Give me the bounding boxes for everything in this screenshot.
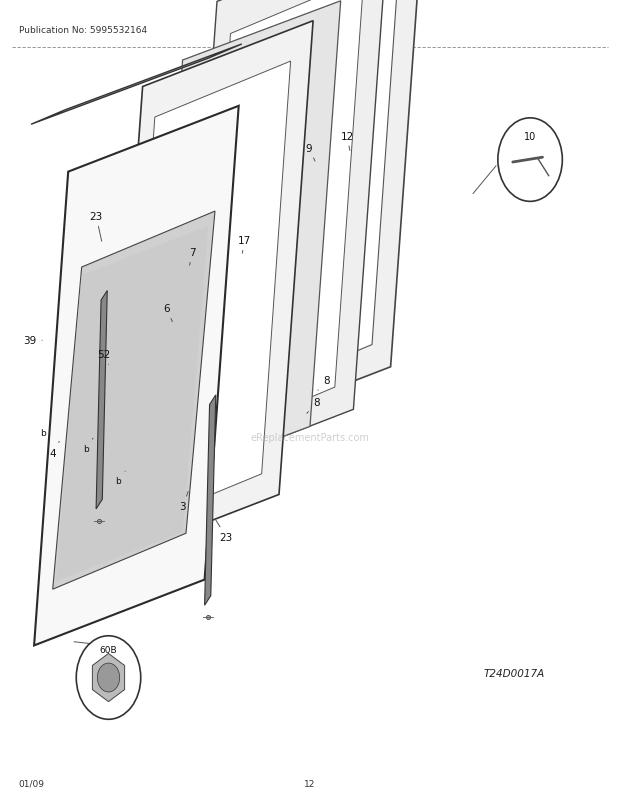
Polygon shape (108, 22, 313, 561)
Circle shape (97, 663, 120, 692)
Text: 12: 12 (340, 132, 354, 152)
Circle shape (76, 636, 141, 719)
Polygon shape (183, 0, 388, 476)
Text: 8: 8 (318, 376, 329, 391)
Polygon shape (56, 226, 208, 581)
Text: 39: 39 (23, 336, 42, 346)
Text: 4: 4 (50, 442, 60, 458)
Text: 8: 8 (307, 398, 319, 414)
Polygon shape (126, 191, 175, 267)
Polygon shape (31, 45, 242, 125)
Polygon shape (92, 654, 125, 702)
Text: T24D0017A: T24D0017A (484, 668, 545, 678)
Text: 7: 7 (189, 248, 195, 266)
Polygon shape (220, 0, 425, 433)
Text: 01/09: 01/09 (19, 779, 45, 788)
Text: b: b (115, 472, 125, 486)
Text: 23: 23 (215, 520, 233, 542)
Text: 23: 23 (89, 212, 103, 242)
Text: CRG3480I: CRG3480I (248, 26, 293, 34)
Text: 60B: 60B (100, 645, 117, 654)
Text: b: b (40, 423, 51, 438)
Polygon shape (126, 380, 175, 456)
Text: Publication No: 5995532164: Publication No: 5995532164 (19, 26, 147, 34)
Polygon shape (152, 2, 341, 486)
Text: b: b (82, 439, 93, 454)
Polygon shape (205, 395, 216, 606)
Polygon shape (202, 0, 364, 444)
Text: DOOR: DOOR (290, 38, 330, 51)
Text: 52: 52 (97, 350, 111, 365)
Text: 6: 6 (163, 304, 172, 322)
Text: 9: 9 (306, 144, 315, 162)
Polygon shape (53, 212, 215, 589)
Text: 12: 12 (304, 779, 316, 788)
Circle shape (498, 119, 562, 202)
Text: 3: 3 (180, 492, 188, 512)
Text: 10: 10 (524, 132, 536, 141)
Text: 17: 17 (238, 236, 252, 254)
Polygon shape (126, 62, 291, 530)
Polygon shape (34, 107, 239, 646)
Polygon shape (239, 0, 401, 401)
Text: eReplacementParts.com: eReplacementParts.com (250, 432, 370, 442)
Polygon shape (96, 291, 107, 509)
